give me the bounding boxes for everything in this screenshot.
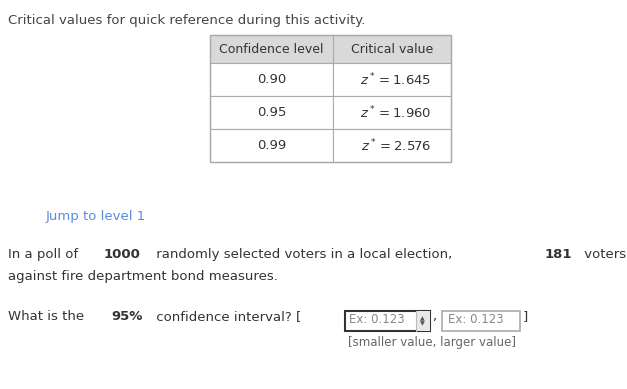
Bar bbox=[442, 311, 520, 331]
Bar bbox=[210, 63, 333, 96]
Text: Critical value: Critical value bbox=[351, 42, 433, 56]
Bar bbox=[333, 96, 451, 129]
Bar bbox=[345, 311, 429, 331]
Text: [smaller value, larger value]: [smaller value, larger value] bbox=[348, 336, 516, 349]
Text: What is the: What is the bbox=[8, 310, 88, 323]
Text: ▲: ▲ bbox=[420, 317, 425, 321]
Text: confidence interval? [: confidence interval? [ bbox=[152, 310, 302, 323]
Text: 1000: 1000 bbox=[104, 248, 141, 261]
Text: Ex: 0.123: Ex: 0.123 bbox=[448, 313, 503, 326]
Bar bbox=[416, 311, 429, 331]
Text: Jump to level 1: Jump to level 1 bbox=[46, 210, 146, 223]
Text: ▼: ▼ bbox=[420, 321, 425, 326]
Bar bbox=[333, 63, 451, 96]
Text: 0.90: 0.90 bbox=[257, 73, 286, 86]
Text: ,: , bbox=[432, 310, 436, 323]
Text: 0.95: 0.95 bbox=[257, 106, 286, 119]
Text: 0.99: 0.99 bbox=[257, 139, 286, 152]
Bar bbox=[210, 96, 333, 129]
Text: against fire department bond measures.: against fire department bond measures. bbox=[8, 270, 278, 283]
Text: Confidence level: Confidence level bbox=[219, 42, 324, 56]
Text: ]: ] bbox=[523, 310, 528, 323]
Text: voters were: voters were bbox=[580, 248, 627, 261]
Text: Ex: 0.123: Ex: 0.123 bbox=[349, 313, 404, 326]
Text: $z^* = \mathregular{1.960}$: $z^* = \mathregular{1.960}$ bbox=[361, 104, 432, 121]
Text: 95%: 95% bbox=[112, 310, 143, 323]
Text: $z^* = \mathregular{1.645}$: $z^* = \mathregular{1.645}$ bbox=[361, 71, 431, 88]
Bar bbox=[210, 129, 333, 162]
Bar bbox=[333, 129, 451, 162]
Text: randomly selected voters in a local election,: randomly selected voters in a local elec… bbox=[152, 248, 456, 261]
Text: Critical values for quick reference during this activity.: Critical values for quick reference duri… bbox=[8, 14, 366, 27]
Text: In a poll of: In a poll of bbox=[8, 248, 82, 261]
Bar bbox=[210, 35, 451, 162]
Text: 181: 181 bbox=[544, 248, 572, 261]
Bar bbox=[210, 35, 451, 63]
Text: $z^* = \mathregular{2.576}$: $z^* = \mathregular{2.576}$ bbox=[361, 137, 431, 154]
